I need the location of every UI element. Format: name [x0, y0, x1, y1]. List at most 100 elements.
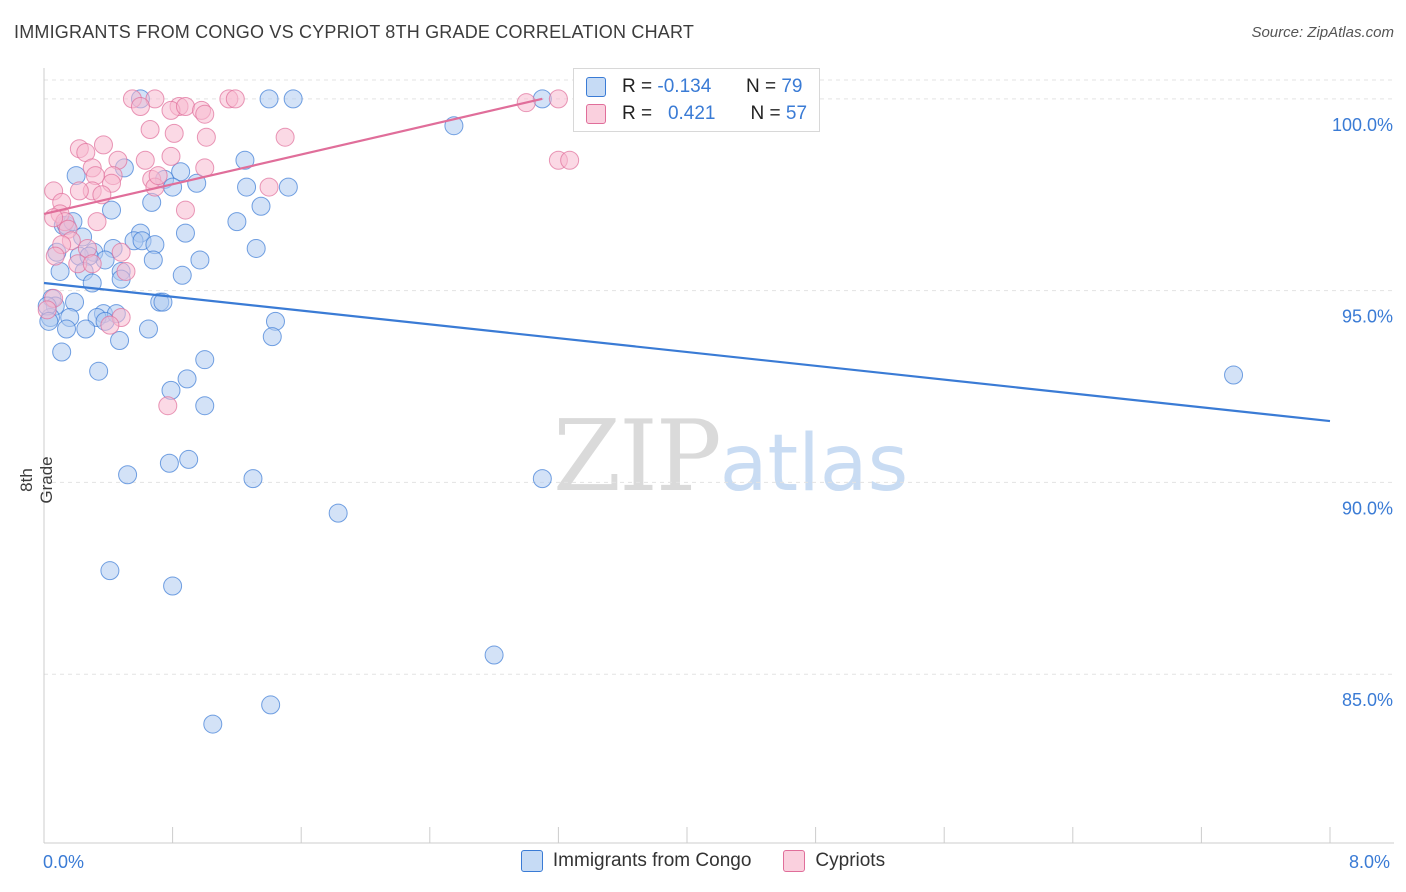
data-point-cypriots	[37, 300, 57, 320]
data-point-congo	[237, 177, 257, 197]
data-point-congo	[328, 503, 348, 523]
x-tick-label-min: 0.0%	[43, 852, 85, 872]
data-point-cypriots	[560, 150, 580, 170]
data-point-congo	[177, 369, 197, 389]
data-point-congo	[118, 465, 138, 485]
data-point-congo	[102, 200, 122, 220]
y-tick-label: 90.0%	[1342, 498, 1393, 518]
data-point-cypriots	[275, 127, 295, 147]
data-point-congo	[179, 449, 199, 469]
data-point-congo	[52, 342, 72, 362]
legend-n-label: N =	[750, 103, 781, 124]
series-legend: Immigrants from Congo Cypriots	[0, 850, 1406, 872]
watermark-atlas: atlas	[719, 419, 909, 509]
data-point-cypriots	[69, 181, 89, 201]
x-tick-label-max: 8.0%	[1349, 852, 1391, 872]
data-point-congo	[172, 265, 192, 285]
trend-line-cypriots	[43, 97, 543, 215]
data-point-cypriots	[82, 254, 102, 274]
data-point-congo	[110, 331, 130, 351]
watermark: ZIPatlas	[553, 400, 908, 514]
series-swatch-congo	[520, 850, 543, 872]
stats-legend-row-cypriots: R = 0.421 N = 57	[586, 102, 807, 126]
series-name-cypriots: Cypriots	[815, 850, 886, 871]
data-point-congo	[246, 238, 266, 258]
data-point-congo	[278, 177, 298, 197]
data-point-congo	[66, 166, 86, 186]
data-point-congo	[261, 695, 281, 715]
y-tick-label: 85.0%	[1342, 690, 1393, 710]
data-point-cypriots	[175, 200, 195, 220]
legend-n-label: N =	[745, 76, 777, 97]
data-point-cypriots	[87, 212, 107, 232]
data-point-cypriots	[100, 315, 120, 335]
data-point-congo	[243, 469, 263, 489]
data-point-congo	[153, 292, 173, 312]
data-point-cypriots	[195, 104, 215, 124]
data-point-congo	[138, 319, 158, 339]
stats-legend-row-congo: R = -0.134 N = 79	[586, 75, 802, 99]
chart-title: IMMIGRANTS FROM CONGO VS CYPRIOT 8TH GRA…	[14, 22, 695, 42]
legend-n-value: 57	[785, 103, 808, 124]
data-point-cypriots	[161, 146, 181, 166]
data-point-cypriots	[116, 261, 136, 281]
legend-r-value: -0.134	[657, 76, 712, 97]
series-swatch-cypriots	[783, 850, 806, 872]
data-point-cypriots	[259, 177, 279, 197]
watermark-zip: ZIP	[553, 400, 722, 514]
data-point-congo	[227, 212, 247, 232]
data-point-cypriots	[135, 150, 155, 170]
y-tick-label: 100.0%	[1332, 115, 1393, 135]
data-point-cypriots	[111, 242, 131, 262]
data-point-cypriots	[158, 396, 178, 416]
data-point-congo	[100, 561, 120, 581]
data-point-congo	[251, 196, 271, 216]
legend-r-label: R =	[622, 103, 653, 124]
data-point-cypriots	[164, 123, 184, 143]
trend-line-congo	[43, 281, 1331, 423]
data-point-cypriots	[225, 89, 245, 109]
data-point-cypriots	[175, 97, 195, 117]
data-point-congo	[484, 645, 504, 665]
data-point-congo	[175, 223, 195, 243]
data-point-congo	[163, 576, 183, 596]
data-point-congo	[190, 250, 210, 270]
legend-n-value: 79	[781, 76, 803, 97]
series-legend-item-cypriots: Cypriots	[783, 850, 885, 872]
data-point-congo	[532, 469, 552, 489]
series-name-congo: Immigrants from Congo	[552, 850, 752, 871]
data-point-congo	[171, 162, 191, 182]
data-point-cypriots	[140, 120, 160, 140]
data-point-congo	[283, 89, 303, 109]
stats-legend: R = -0.134 N = 79 R = 0.421 N = 57	[573, 68, 820, 132]
data-point-congo	[235, 150, 255, 170]
data-point-cypriots	[148, 166, 168, 186]
data-point-cypriots	[45, 246, 65, 266]
legend-r-value: 0.421	[667, 103, 716, 124]
data-point-congo	[57, 319, 77, 339]
series-legend-item-congo: Immigrants from Congo	[520, 850, 752, 872]
data-point-congo	[1224, 365, 1244, 385]
legend-r-label: R =	[622, 76, 653, 97]
y-tick-label: 95.0%	[1342, 307, 1393, 327]
data-point-congo	[265, 311, 285, 331]
data-point-congo	[159, 453, 179, 473]
data-point-congo	[142, 192, 162, 212]
data-point-cypriots	[130, 97, 150, 117]
source-label: Source: ZipAtlas.com	[1251, 24, 1394, 41]
data-point-cypriots	[548, 89, 568, 109]
data-point-congo	[89, 361, 109, 381]
y-axis-label: 8th Grade	[17, 456, 56, 504]
data-point-congo	[195, 396, 215, 416]
data-point-congo	[203, 714, 223, 734]
data-point-cypriots	[196, 127, 216, 147]
legend-swatch-congo	[586, 77, 606, 97]
data-point-congo	[143, 250, 163, 270]
data-point-congo	[161, 380, 181, 400]
data-point-cypriots	[195, 158, 215, 178]
data-point-congo	[195, 350, 215, 370]
data-point-congo	[262, 327, 282, 347]
legend-swatch-cypriots	[586, 104, 606, 124]
data-point-congo	[163, 177, 183, 197]
